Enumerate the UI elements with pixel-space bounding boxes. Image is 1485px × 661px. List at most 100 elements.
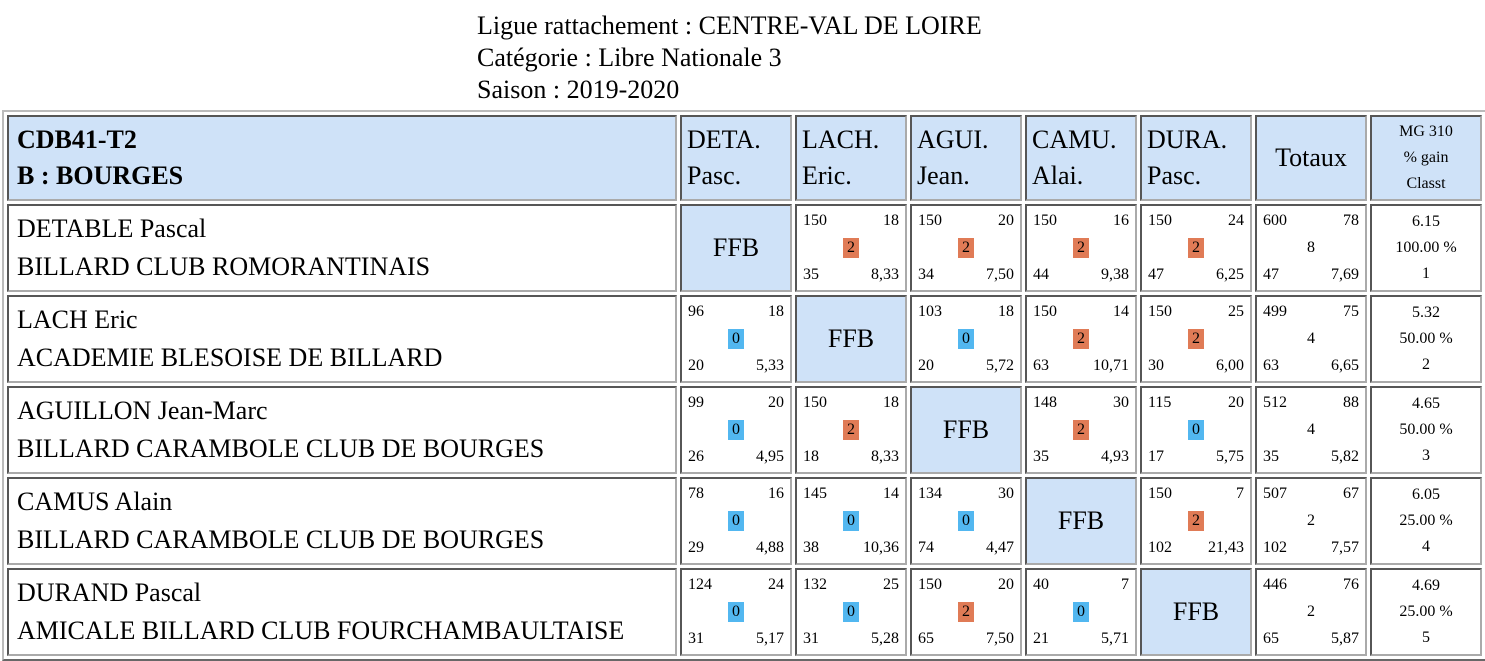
match-score: 150 24 2 47 6,25 [1142,206,1250,290]
points-scored: 150 [918,576,942,593]
innings: 18 [883,212,899,229]
match-points-badge: 2 [1188,238,1204,258]
player-name: CAMUS Alain [17,487,173,516]
totals-cell: 512 88 4 35 5,82 [1255,386,1367,474]
general-average: 4.69 [1412,577,1440,594]
average: 4,93 [1101,448,1129,465]
points-scored: 150 [918,212,942,229]
match-points-badge: 2 [1073,420,1089,440]
categorie-line: Catégorie : Libre Nationale 3 [477,43,782,72]
match-cell: 96 18 0 20 5,33 [680,295,792,383]
innings: 20 [998,212,1014,229]
average: 7,50 [986,266,1014,283]
header-row: CDB41-T2 B : BOURGES DETA. Pasc. LACH. E… [7,115,1482,201]
points-scored: 103 [918,303,942,320]
points-scored: 99 [688,394,704,411]
total-average: 5,82 [1331,448,1359,465]
best-series: 18 [803,448,819,465]
total-match-points: 8 [1307,239,1315,256]
best-series: 31 [688,630,704,647]
average: 4,88 [756,539,784,556]
total-points: 600 [1263,212,1287,229]
best-series: 35 [803,266,819,283]
match-cell: 115 20 0 17 5,75 [1140,386,1252,474]
average: 5,17 [756,630,784,647]
average: 10,71 [1093,357,1129,374]
average: 10,36 [863,539,899,556]
match-score: 145 14 0 38 10,36 [797,479,905,563]
total-match-points: 2 [1307,512,1315,529]
match-cell: 132 25 0 31 5,28 [795,568,907,656]
best-series: 74 [918,539,934,556]
total-innings: 78 [1343,212,1359,229]
innings: 25 [1228,303,1244,320]
match-cell: 124 24 0 31 5,17 [680,568,792,656]
match-score: 78 16 0 29 4,88 [682,479,790,563]
match-cell: 150 25 2 30 6,00 [1140,295,1252,383]
total-best-series: 63 [1263,357,1279,374]
player-header-first: Jean. [917,161,970,190]
points-scored: 150 [1148,303,1172,320]
points-scored: 150 [1033,303,1057,320]
player-row: DURAND Pascal AMICALE BILLARD CLUB FOURCH… [7,568,1482,656]
average: 21,43 [1208,539,1244,556]
totals-score: 507 67 2 102 7,57 [1257,479,1365,563]
average: 6,00 [1216,357,1244,374]
mg-header-line3: Classt [1406,175,1446,192]
general-average: 6.15 [1412,213,1440,230]
match-cell: 103 18 0 20 5,72 [910,295,1022,383]
totals-cell: 499 75 4 63 6,65 [1255,295,1367,383]
player-cell: CAMUS Alain BILLARD CARAMBOLE CLUB DE BOU… [7,477,677,565]
best-series: 44 [1033,266,1049,283]
mg-cell: 6.05 25.00 % 4 [1370,477,1482,565]
player-header-abbr: LACH. [802,125,880,154]
match-score: 150 18 2 18 8,33 [797,388,905,472]
match-cell: 145 14 0 38 10,36 [795,477,907,565]
totals-score: 512 88 4 35 5,82 [1257,388,1365,472]
player-name: AGUILLON Jean-Marc [17,396,268,425]
innings: 14 [1113,303,1129,320]
average: 9,38 [1101,266,1129,283]
points-scored: 150 [803,212,827,229]
player-header-5: DURA. Pasc. [1140,115,1252,201]
player-header-2: LACH. Eric. [795,115,907,201]
totals-cell: 507 67 2 102 7,57 [1255,477,1367,565]
ranking: 3 [1422,447,1430,464]
average: 6,25 [1216,266,1244,283]
match-score: 150 7 2 102 21,43 [1142,479,1250,563]
match-cell: 40 7 0 21 5,71 [1025,568,1137,656]
match-cell: 150 20 2 34 7,50 [910,204,1022,292]
player-row: DETABLE Pascal BILLARD CLUB ROMORANTINAIS… [7,204,1482,292]
total-match-points: 2 [1307,603,1315,620]
innings: 25 [883,576,899,593]
win-percentage: 25.00 % [1399,603,1453,620]
match-points-badge: 0 [958,511,974,531]
totals-score: 600 78 8 47 7,69 [1257,206,1365,290]
player-club: AMICALE BILLARD CLUB FOURCHAMBAULTAISE [17,616,625,645]
player-header-abbr: DURA. [1147,125,1228,154]
best-series: 20 [918,357,934,374]
total-points: 507 [1263,485,1287,502]
points-scored: 150 [803,394,827,411]
match-score: 115 20 0 17 5,75 [1142,388,1250,472]
player-header-first: Pasc. [1147,161,1202,190]
total-average: 6,65 [1331,357,1359,374]
average: 5,28 [871,630,899,647]
total-points: 512 [1263,394,1287,411]
total-best-series: 35 [1263,448,1279,465]
match-points-badge: 0 [728,329,744,349]
points-scored: 145 [803,485,827,502]
innings: 20 [1228,394,1244,411]
player-header-first: Eric. [802,161,852,190]
total-innings: 76 [1343,576,1359,593]
player-name: DETABLE Pascal [17,214,207,243]
player-row: AGUILLON Jean-Marc BILLARD CARAMBOLE CLUB… [7,386,1482,474]
player-name: LACH Eric [17,305,138,334]
player-club: ACADEMIE BLESOISE DE BILLARD [17,343,443,372]
totals-score: 446 76 2 65 5,87 [1257,570,1365,654]
match-score: 134 30 0 74 4,47 [912,479,1020,563]
match-points-badge: 2 [843,238,859,258]
win-percentage: 50.00 % [1399,421,1453,438]
points-scored: 148 [1033,394,1057,411]
total-innings: 75 [1343,303,1359,320]
